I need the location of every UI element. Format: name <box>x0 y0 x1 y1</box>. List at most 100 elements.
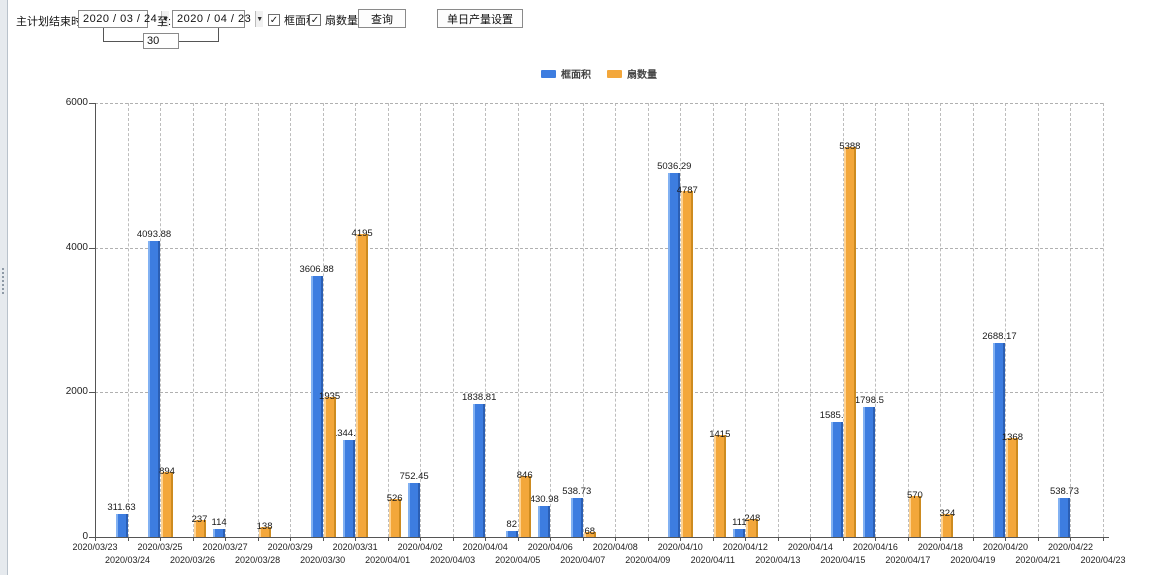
checkbox-frame-area[interactable]: ✓ 框面积 <box>268 12 317 28</box>
grid-line-vertical <box>322 103 324 537</box>
legend-swatch-blue <box>541 69 556 78</box>
bar-框面积-2020/04/15 <box>830 422 843 537</box>
plan-end-time-label: 主计划结束时间: <box>16 16 97 28</box>
x-axis-label: 2020/04/07 <box>560 555 606 565</box>
bar-框面积-2020/04/12 <box>733 528 746 537</box>
bar-value-label: 4195 <box>351 227 373 239</box>
bar-value-label: 1344.95 <box>331 427 367 439</box>
x-axis-tick <box>1103 537 1104 541</box>
bar-框面积-2020/04/06 <box>538 505 551 537</box>
y-axis-label: 2000 <box>65 386 88 398</box>
legend-item-fan-count: 扇数量 <box>607 66 657 81</box>
x-axis-tick <box>355 537 357 541</box>
date-from-combo[interactable]: 2020 / 03 / 24 ▼ <box>78 10 170 28</box>
x-axis-tick <box>875 537 877 541</box>
x-axis-tick <box>192 537 194 541</box>
query-button[interactable]: 查询 <box>358 9 406 28</box>
x-axis-line <box>95 537 1109 538</box>
x-axis-label: 2020/03/26 <box>170 555 216 565</box>
grid-line-vertical <box>1070 103 1072 537</box>
grid-line-vertical <box>225 103 227 537</box>
bar-value-label: 138 <box>256 521 273 533</box>
daily-output-settings-button[interactable]: 单日产量设置 <box>437 9 523 28</box>
bar-value-label: 1798.5 <box>854 394 884 406</box>
bar-value-label: 3606.88 <box>299 264 334 276</box>
bar-扇数量-2020/04/05 <box>518 475 531 537</box>
interval-days-input[interactable]: 30 <box>143 33 179 49</box>
x-axis-tick <box>322 537 324 541</box>
x-axis-label: 2020/04/01 <box>365 555 411 565</box>
x-axis-label: 2020/04/17 <box>885 555 931 565</box>
bar-框面积-2020/04/16 <box>863 406 876 537</box>
checkbox-checked-icon[interactable]: ✓ <box>309 14 321 26</box>
connector-line <box>179 41 218 42</box>
bar-扇数量-2020/03/31 <box>356 233 369 537</box>
y-axis-label: 6000 <box>65 97 88 108</box>
x-axis-tick <box>290 537 292 541</box>
grid-line-vertical <box>127 103 129 537</box>
x-axis-tick <box>582 537 584 541</box>
x-axis-tick <box>160 537 162 541</box>
x-axis-label: 2020/04/06 <box>527 542 573 552</box>
bar-value-label: 752.45 <box>399 470 429 482</box>
chevron-down-icon[interactable]: ▼ <box>255 11 264 27</box>
grid-line-vertical <box>160 103 162 537</box>
grid-line-vertical <box>192 103 194 537</box>
x-axis-label: 2020/04/09 <box>625 555 671 565</box>
checkbox-checked-icon[interactable]: ✓ <box>268 14 280 26</box>
bar-value-label: 1838.81 <box>462 391 497 403</box>
bar-扇数量-2020/03/28 <box>258 527 271 537</box>
x-axis-tick <box>907 537 909 541</box>
x-axis-label: 2020/04/20 <box>982 542 1028 552</box>
grid-line-vertical <box>517 103 519 537</box>
bar-value-label: 4787 <box>676 184 698 196</box>
x-axis-label: 2020/03/27 <box>202 542 248 552</box>
grid-line-vertical <box>940 103 942 537</box>
grid-line-vertical <box>972 103 974 537</box>
grid-line-vertical <box>810 103 812 537</box>
x-axis-tick <box>420 537 422 541</box>
grid-line-vertical <box>355 103 357 537</box>
x-axis-tick <box>485 537 487 541</box>
grid-line-vertical <box>777 103 779 537</box>
y-axis-tick <box>89 103 95 104</box>
date-to-combo[interactable]: 2020 / 04 / 23 ▼ <box>172 10 264 28</box>
grid-line-horizontal <box>95 247 1103 249</box>
connector-line <box>103 41 143 42</box>
bar-扇数量-2020/04/20 <box>1006 438 1019 537</box>
left-panel-strip <box>0 0 8 575</box>
bar-扇数量-2020/04/15 <box>843 147 856 537</box>
bar-框面积-2020/04/04 <box>473 403 486 537</box>
x-axis-label: 2020/04/12 <box>722 542 768 552</box>
bar-框面积-2020/03/30 <box>310 276 323 537</box>
grid-line-vertical <box>875 103 877 537</box>
bar-value-label: 1935 <box>319 391 341 403</box>
x-axis-tick <box>95 537 96 541</box>
x-axis-tick <box>777 537 779 541</box>
y-axis-label: 4000 <box>65 241 88 253</box>
grid-line-vertical <box>257 103 259 537</box>
chevron-down-icon[interactable]: ▼ <box>161 11 170 27</box>
x-axis-label: 2020/03/25 <box>137 542 183 552</box>
x-axis-label: 2020/04/18 <box>917 542 963 552</box>
checkbox-fan-count[interactable]: ✓ 扇数量 <box>309 12 358 28</box>
splitter-grip[interactable] <box>2 268 5 294</box>
grid-line-vertical <box>485 103 487 537</box>
grid-line-vertical <box>680 103 682 537</box>
x-axis-tick <box>712 537 714 541</box>
grid-line-vertical <box>1037 103 1039 537</box>
x-axis-label: 2020/03/31 <box>332 542 378 552</box>
x-axis-tick <box>1037 537 1039 541</box>
y-axis-tick <box>89 392 95 394</box>
bar-value-label: 324 <box>939 507 956 519</box>
checkbox-frame-area-label: 框面积 <box>284 15 317 27</box>
legend-item-frame-area: 框面积 <box>541 66 591 81</box>
bar-value-label: 68 <box>584 526 596 538</box>
bar-扇数量-2020/04/17 <box>908 495 921 537</box>
x-axis-tick <box>452 537 454 541</box>
y-axis-label: 0 <box>82 531 88 542</box>
grid-line-vertical <box>907 103 909 537</box>
x-axis-tick <box>257 537 259 541</box>
x-axis-label: 2020/04/22 <box>1047 542 1093 552</box>
bar-框面积-2020/03/24 <box>115 514 128 537</box>
